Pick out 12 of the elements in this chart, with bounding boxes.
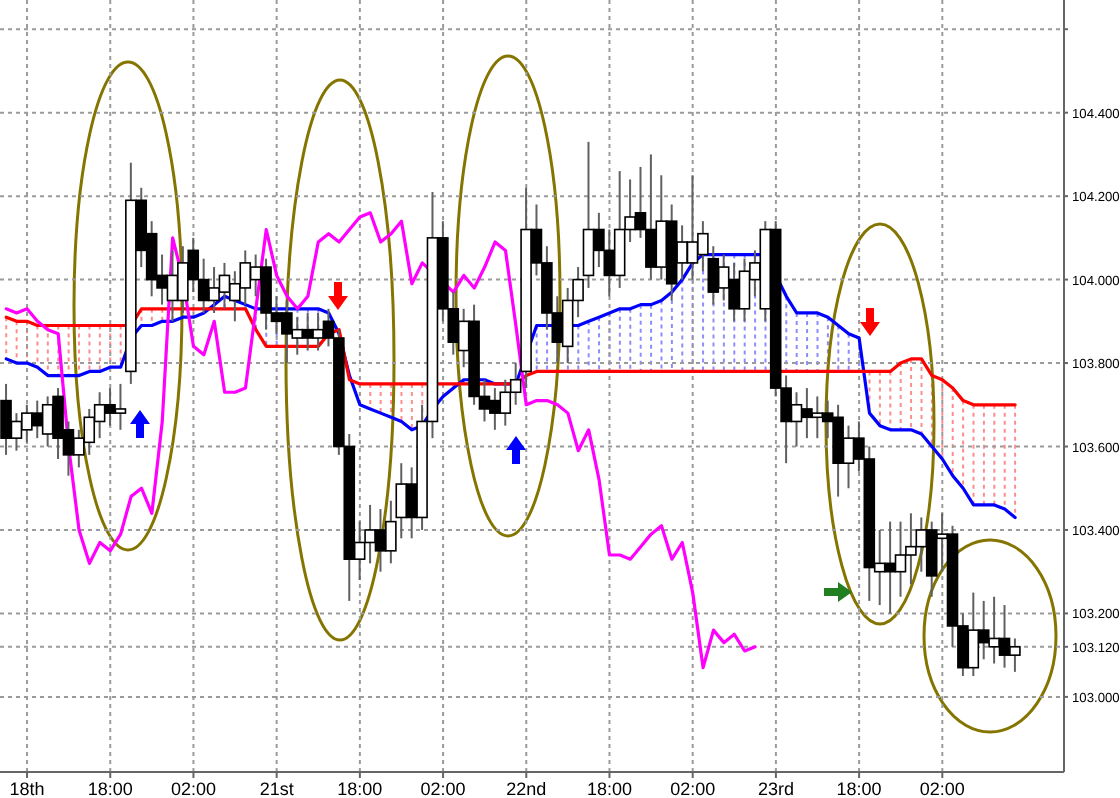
x-tick-label: 02:00 <box>170 778 216 798</box>
x-tick-label: 23rd <box>757 778 794 798</box>
x-tick-label: 18:00 <box>586 778 633 798</box>
x-tick-label: 02:00 <box>420 778 466 798</box>
x-tick-label: 02:00 <box>670 778 716 798</box>
x-tick-label: 22nd <box>506 778 547 798</box>
x-tick-label: 18:00 <box>836 778 882 798</box>
x-tick-label: 18:00 <box>337 778 383 798</box>
x-tick-label: 18th <box>9 778 45 798</box>
x-tick-label: 18:00 <box>87 778 133 798</box>
x-tick-label: 21st <box>259 778 295 798</box>
x-tick-label: 02:00 <box>919 778 965 798</box>
